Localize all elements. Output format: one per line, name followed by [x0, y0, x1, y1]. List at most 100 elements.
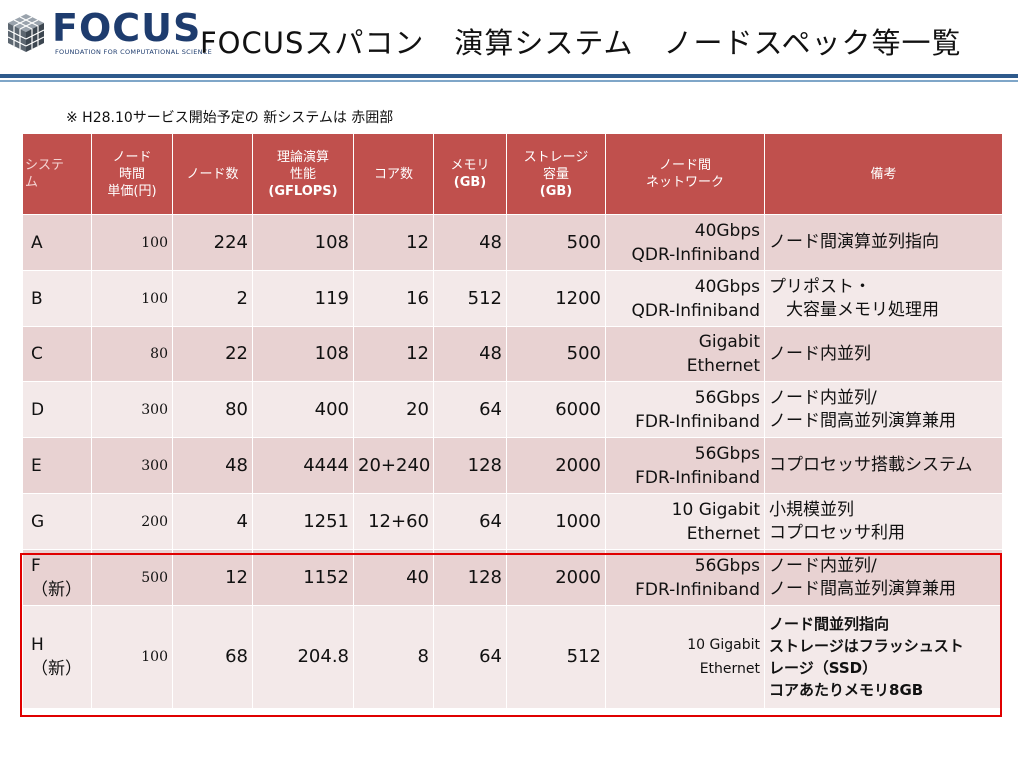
header-nodes: ノード数 [172, 133, 253, 215]
table-row: H （新） 100 68 204.8 8 64 512 10 Gigabit Ethernet ノー… [22, 605, 1003, 709]
header-text-line: システ [25, 158, 65, 173]
cell-network-line: Ethernet [686, 523, 760, 544]
table-header-row: システムノード 時間 単価(円) ノード数 理論演算 性能 (GFLOPS) コア数 メモリ (G… [22, 133, 1003, 215]
cell-cores: 20 [353, 381, 434, 438]
cell-nodes: 22 [172, 326, 253, 382]
cell-remarks-line: レージ（SSD） [769, 659, 878, 677]
page-title: FOCUSスパコン 演算システム ノードスペック等一覧 [200, 26, 962, 60]
cell-system-line: D [31, 399, 45, 420]
header-text-line: ストレージ [523, 149, 589, 165]
focus-logo-subtitle: FOUNDATION FOR COMPUTATIONAL SCIENCE [55, 48, 213, 56]
cell-cores: 12 [353, 326, 434, 382]
cell-nodes: 224 [172, 214, 253, 271]
cell-system: H （新） [22, 605, 92, 709]
focus-logo-text: FOCUS [52, 6, 202, 50]
cell-network-line: 10 Gigabit [687, 637, 760, 653]
cell-memory: 64 [433, 605, 507, 709]
cell-gflops: 108 [252, 326, 354, 382]
header-text-line: ノード [112, 149, 152, 165]
cell-remarks-line: ノード間高並列演算兼用 [769, 578, 956, 599]
cell-network: Gigabit Ethernet [605, 326, 765, 382]
cell-system: A [22, 214, 92, 271]
cell-remarks-line: ノード内並列 [769, 343, 871, 364]
cell-nodes: 2 [172, 270, 253, 327]
cell-gflops: 119 [252, 270, 354, 327]
header-text-line: 時間 [118, 166, 145, 182]
table-row: A 100 224 108 12 48 500 40Gbps QDR-Infiniband ノード… [22, 214, 1003, 271]
cell-remarks-line: ノード内並列/ [769, 555, 877, 576]
cell-network-line: 56Gbps [694, 387, 760, 408]
cell-network-line: 10 Gigabit [671, 499, 760, 520]
header-price: ノード 時間 単価(円) [91, 133, 173, 215]
header-text-line: コア数 [373, 166, 413, 182]
table-row: F （新） 500 12 1152 40 128 2000 56Gbps FDR-Infiniba… [22, 549, 1003, 606]
cell-gflops: 108 [252, 214, 354, 271]
cell-memory: 128 [433, 549, 507, 606]
cell-system-line: （新） [31, 579, 82, 600]
header-text-line: (GB) [539, 183, 573, 199]
new-system-note: ※ H28.10サービス開始予定の 新システムは 赤囲部 [66, 110, 394, 126]
cell-storage: 500 [506, 214, 606, 271]
cell-cores: 12+60 [353, 493, 434, 550]
cell-network-line: Ethernet [686, 356, 760, 376]
cell-remarks: 小規模並列 コプロセッサ利用 [764, 493, 1003, 550]
cell-network-line: FDR-Infiniband [635, 579, 760, 600]
header-text-line: 備考 [870, 166, 897, 182]
cell-cores: 16 [353, 270, 434, 327]
cell-remarks: ノード内並列/ノード間高並列演算兼用 [764, 381, 1003, 438]
cell-remarks: ノード間演算並列指向 [764, 214, 1003, 271]
cell-gflops: 1251 [252, 493, 354, 550]
cell-price: 80 [91, 326, 173, 382]
focus-logo-cube-icon [7, 14, 45, 52]
cell-remarks: ノード間並列指向 ストレージはフラッシュスト レージ（SSD） コアあたりメモリ8GB [764, 605, 1003, 709]
header-cores: コア数 [353, 133, 434, 215]
cell-storage: 6000 [506, 381, 606, 438]
cell-network: 10 Gigabit Ethernet [605, 605, 765, 709]
cell-cores: 12 [353, 214, 434, 271]
header-text-line: ム [25, 175, 39, 190]
cell-network-line: FDR-Infiniband [635, 467, 760, 488]
cell-network-line: QDR-Infiniband [631, 244, 761, 265]
cell-gflops: 400 [252, 381, 354, 438]
header-gflops: 理論演算 性能 (GFLOPS) [252, 133, 354, 215]
cell-nodes: 80 [172, 381, 253, 438]
header-text-line: 理論演算 [276, 149, 329, 165]
cell-price: 300 [91, 381, 173, 438]
cell-nodes: 12 [172, 549, 253, 606]
cell-remarks: コプロセッサ搭載システム [764, 437, 1003, 494]
cell-price: 100 [91, 214, 173, 271]
cell-network-line: QDR-Infiniband [631, 300, 761, 321]
cell-remarks-line: プリポスト・ [769, 276, 871, 297]
header-text-line: 単価(円) [107, 183, 157, 199]
cell-remarks-line: ノード内並列/ [769, 387, 877, 408]
cell-remarks-line: コプロセッサ利用 [769, 522, 905, 543]
cell-network-line: Gigabit [698, 332, 760, 352]
cell-system: B [22, 270, 92, 327]
table-row: D 300 80 400 20 64 6000 56Gbps FDR-Infiniband ノード… [22, 381, 1003, 438]
cell-system: F （新） [22, 549, 92, 606]
cell-network: 40Gbps QDR-Infiniband [605, 214, 765, 271]
header-divider [0, 74, 1018, 78]
header-text-line: 性能 [289, 166, 316, 182]
slide-header: FOCUS FOUNDATION FOR COMPUTATIONAL SCIEN… [0, 0, 1018, 78]
cell-remarks: ノード内並列 [764, 326, 1003, 382]
cell-price: 500 [91, 549, 173, 606]
table-row: B 100 2 119 16 512 1200 40Gbps QDR-Infiniband プリポ… [22, 270, 1003, 327]
cell-gflops: 4444 [252, 437, 354, 494]
cell-remarks-line: コアあたりメモリ8GB [769, 681, 924, 699]
cell-remarks-line: ストレージはフラッシュスト [769, 637, 964, 655]
cell-price: 100 [91, 270, 173, 327]
cell-system-line: H [31, 635, 44, 655]
cell-network-line: Ethernet [699, 661, 760, 677]
cell-cores: 8 [353, 605, 434, 709]
cell-network-line: 40Gbps [694, 276, 760, 297]
cell-storage: 2000 [506, 437, 606, 494]
cell-memory: 512 [433, 270, 507, 327]
cell-remarks-line: 大容量メモリ処理用 [769, 299, 939, 320]
cell-price: 100 [91, 605, 173, 709]
cell-system-line: E [31, 455, 42, 476]
cell-memory: 48 [433, 214, 507, 271]
table-row: E 300 48 4444 20+240 128 2000 56Gbps FDR-Infinib… [22, 437, 1003, 494]
cell-memory: 64 [433, 493, 507, 550]
cell-system: C [22, 326, 92, 382]
